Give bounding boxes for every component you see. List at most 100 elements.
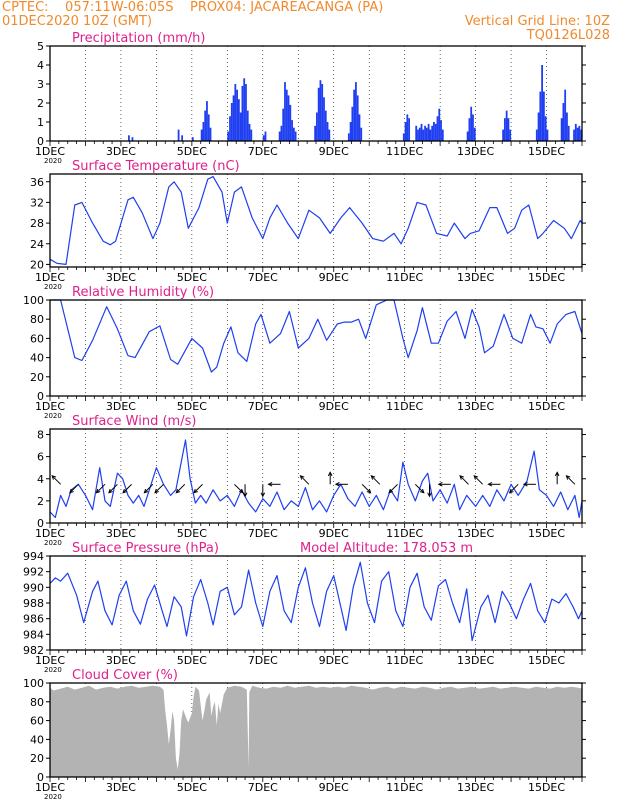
precip-bar bbox=[417, 129, 419, 141]
x-tick-label: 7DEC bbox=[248, 527, 278, 540]
y-tick-label: 40 bbox=[30, 733, 44, 746]
header-station: CPTEC: 057:11W-06:05S PROX04: JACAREACAN… bbox=[2, 0, 384, 15]
y-tick-label: 24 bbox=[30, 238, 44, 251]
x-tick-label: 13DEC bbox=[457, 145, 494, 158]
wind-arrow-shaft bbox=[234, 483, 244, 494]
x-tick-label: 15DEC bbox=[528, 400, 565, 413]
precip-bar bbox=[472, 114, 474, 141]
precip-bar bbox=[232, 95, 235, 141]
y-tick-label: 80 bbox=[30, 696, 44, 709]
wind-arrow-shaft bbox=[69, 483, 79, 494]
precip-bar bbox=[576, 127, 579, 141]
precip-bar bbox=[424, 125, 426, 141]
precip-bar bbox=[436, 116, 439, 141]
x-tick-label: 3DEC bbox=[106, 654, 136, 667]
wind-arrow bbox=[175, 483, 186, 494]
precip-bar bbox=[314, 125, 317, 141]
precip-bar bbox=[441, 129, 444, 141]
wind-arrow bbox=[554, 471, 560, 485]
precip-bar bbox=[438, 108, 441, 141]
wind-arrow-shaft bbox=[144, 483, 154, 494]
x-year-label: 2020 bbox=[44, 412, 62, 420]
panel-frame bbox=[49, 299, 583, 397]
wind-arrow-head bbox=[69, 488, 74, 494]
precip-bar bbox=[181, 135, 184, 141]
precip-bar bbox=[321, 84, 324, 141]
precip-bar bbox=[473, 127, 476, 141]
wind-arrow-head bbox=[487, 482, 493, 487]
wind-arrow-shaft bbox=[51, 475, 61, 485]
x-tick-label: 15DEC bbox=[528, 145, 565, 158]
precip-bar bbox=[317, 87, 320, 141]
wind-arrow-shaft bbox=[566, 475, 576, 485]
precip-bar bbox=[262, 135, 265, 141]
x-tick-label: 3DEC bbox=[106, 145, 136, 158]
precip-bar bbox=[420, 123, 423, 141]
precip-bar bbox=[542, 91, 545, 141]
precip-bar bbox=[236, 89, 238, 141]
wind-arrow bbox=[154, 483, 164, 494]
precip-bar bbox=[578, 125, 581, 141]
precip-bar bbox=[404, 122, 407, 141]
wind-arrow-shaft bbox=[108, 483, 118, 494]
precip-bar bbox=[402, 133, 405, 141]
y-tick-label: 0 bbox=[37, 771, 44, 784]
y-tick-label: 990 bbox=[23, 581, 44, 594]
wind-arrow bbox=[437, 482, 451, 487]
wind-arrow-head bbox=[299, 475, 305, 480]
y-tick-label: 20 bbox=[30, 752, 44, 765]
precip-bar bbox=[289, 104, 292, 141]
y-tick-label: 0 bbox=[37, 517, 44, 530]
precip-bar bbox=[353, 89, 356, 141]
precip-bar bbox=[328, 129, 331, 141]
wind-arrow-head bbox=[473, 475, 479, 480]
precip-bar bbox=[246, 110, 249, 141]
x-tick-label: 7DEC bbox=[248, 271, 278, 284]
panel-title: Precipitation (mm/h) bbox=[72, 31, 205, 46]
precip-bar bbox=[356, 95, 359, 141]
precip-bar bbox=[440, 120, 442, 141]
precip-bar bbox=[292, 127, 295, 141]
wind-arrow bbox=[565, 475, 576, 485]
x-tick-label: 5DEC bbox=[177, 400, 207, 413]
wind-arrow bbox=[234, 483, 244, 494]
wind-arrow-head bbox=[238, 488, 244, 494]
y-tick-label: 2 bbox=[37, 495, 44, 508]
wind-arrow-shaft bbox=[154, 483, 164, 494]
wind-arrow bbox=[473, 475, 484, 485]
x-year-label: 2020 bbox=[44, 157, 62, 165]
x-tick-label: 9DEC bbox=[319, 781, 349, 794]
x-tick-label: 7DEC bbox=[248, 654, 278, 667]
y-tick-label: 60 bbox=[30, 715, 44, 728]
precip-bar bbox=[241, 85, 244, 141]
precip-bar bbox=[324, 110, 327, 141]
x-tick-label: 11DEC bbox=[386, 781, 423, 794]
precip-bar bbox=[564, 89, 567, 141]
y-tick-label: 5 bbox=[37, 40, 44, 53]
y-tick-label: 60 bbox=[30, 332, 44, 345]
precip-bar bbox=[209, 127, 212, 141]
wind-arrow bbox=[108, 483, 118, 494]
y-tick-label: 100 bbox=[23, 677, 44, 690]
y-tick-label: 0 bbox=[37, 390, 44, 403]
wind-arrow-head bbox=[437, 482, 443, 487]
x-tick-label: 13DEC bbox=[457, 271, 494, 284]
y-tick-label: 2 bbox=[37, 97, 44, 110]
x-tick-label: 7DEC bbox=[248, 400, 278, 413]
x-tick-label: 1DEC bbox=[35, 400, 65, 413]
x-tick-label: 15DEC bbox=[528, 781, 565, 794]
wind-arrow-shaft bbox=[175, 483, 186, 494]
precip-bar bbox=[408, 118, 411, 141]
x-tick-label: 5DEC bbox=[177, 781, 207, 794]
y-tick-label: 988 bbox=[23, 597, 44, 610]
wind-arrow-head bbox=[366, 488, 372, 494]
x-tick-label: 7DEC bbox=[248, 145, 278, 158]
precip-bar bbox=[351, 106, 354, 141]
x-tick-label: 5DEC bbox=[177, 145, 207, 158]
wind-arrow bbox=[370, 475, 381, 485]
header-model-id: TQ0126L028 bbox=[526, 28, 610, 43]
x-tick-label: 15DEC bbox=[528, 654, 565, 667]
wind-arrow-head bbox=[260, 492, 266, 498]
x-year-label: 2020 bbox=[44, 666, 62, 674]
y-tick-label: 3 bbox=[37, 78, 44, 91]
